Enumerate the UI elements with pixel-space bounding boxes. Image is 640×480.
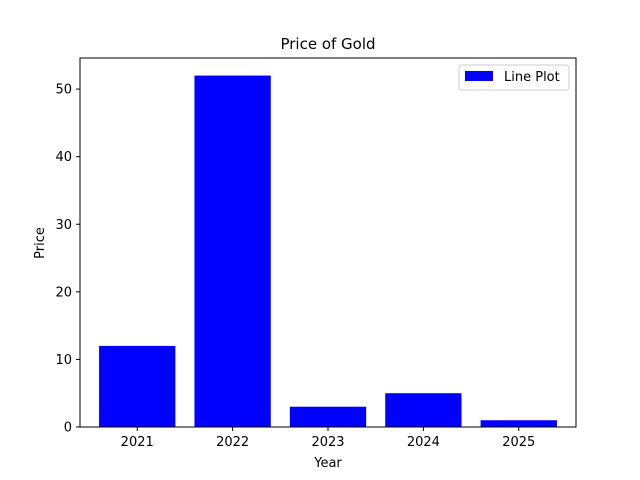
bar-2021 [99, 345, 176, 427]
y-axis-ticks: 0 10 20 30 40 50 [55, 83, 80, 436]
legend-swatch [465, 71, 493, 81]
x-axis-label: Year [313, 456, 342, 471]
bars-group [99, 75, 557, 428]
y-tick-label: 20 [55, 285, 72, 300]
bar-2023 [289, 406, 367, 427]
legend: Line Plot [458, 64, 570, 91]
y-tick-label: 10 [55, 353, 72, 368]
bar-2022 [194, 75, 271, 428]
x-tick-label: 2022 [216, 435, 249, 450]
x-tick-label: 2021 [121, 435, 154, 450]
y-axis-label: Price [33, 227, 48, 259]
y-tick-label: 50 [55, 83, 72, 98]
chart-title: Price of Gold [280, 35, 375, 53]
y-tick-label: 0 [64, 421, 72, 436]
legend-label: Line Plot [504, 70, 560, 85]
x-tick-label: 2025 [502, 435, 535, 450]
x-axis-ticks: 2021 2022 2023 2024 2025 [121, 427, 535, 450]
plot-area [79, 57, 577, 428]
y-tick-label: 30 [55, 218, 72, 233]
x-tick-label: 2023 [311, 435, 344, 450]
y-tick-label: 40 [55, 150, 72, 165]
bar-2025 [480, 420, 557, 427]
x-tick-label: 2024 [407, 435, 440, 450]
bar-2024 [385, 393, 462, 427]
